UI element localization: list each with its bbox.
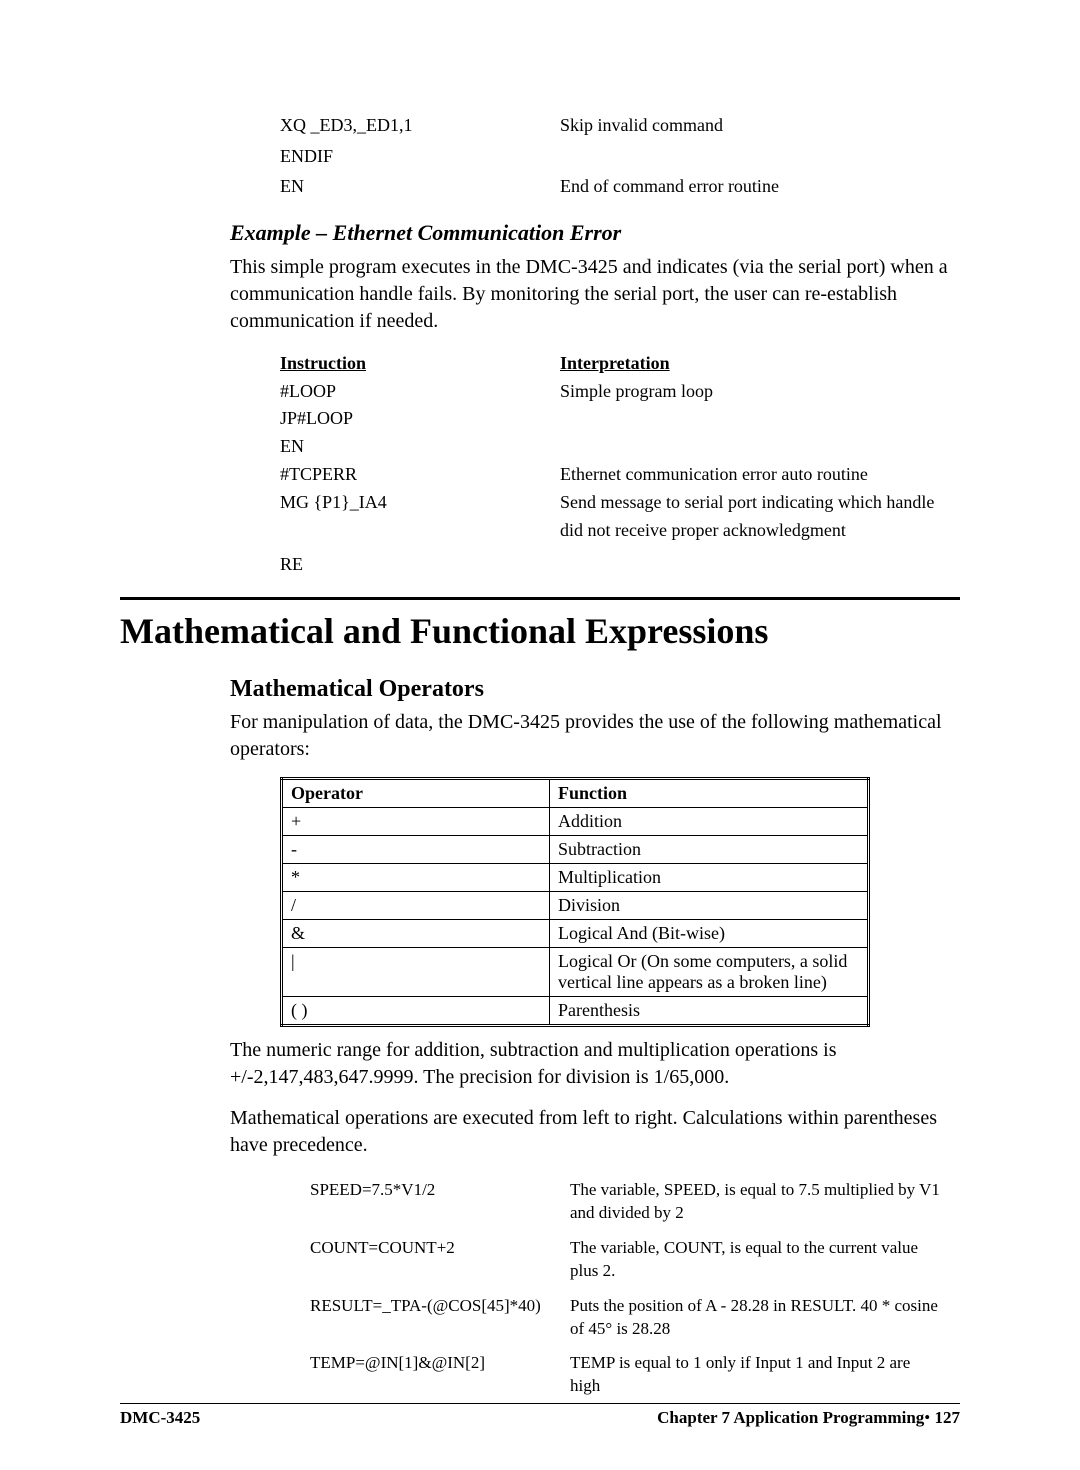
subsection-intro: For manipulation of data, the DMC-3425 p… — [230, 709, 960, 763]
code-instruction: XQ _ED3,_ED1,1 — [280, 110, 560, 141]
operator-cell: ( ) — [282, 996, 550, 1025]
post-table-paragraph-1: The numeric range for addition, subtract… — [230, 1037, 960, 1091]
table-header-operator: Operator — [282, 778, 550, 807]
math-examples-block: SPEED=7.5*V1/2 The variable, SPEED, is e… — [310, 1179, 960, 1399]
instruction-row: MG {P1}_IA4 Send message to serial port … — [280, 489, 960, 545]
example-row: RESULT=_TPA-(@COS[45]*40) Puts the posit… — [310, 1295, 960, 1341]
section-title: Mathematical and Functional Expressions — [120, 610, 960, 652]
code-instruction: ENDIF — [280, 141, 560, 172]
function-cell: Multiplication — [550, 863, 869, 891]
example-description: Puts the position of A - 28.28 in RESULT… — [570, 1295, 960, 1341]
code-comment — [560, 141, 960, 172]
code-instruction: EN — [280, 171, 560, 202]
example-code: TEMP=@IN[1]&@IN[2] — [310, 1352, 570, 1398]
interpretation-text: Ethernet communication error auto routin… — [560, 461, 960, 489]
instruction-row: RE — [280, 551, 960, 579]
top-code-block: XQ _ED3,_ED1,1 Skip invalid command ENDI… — [280, 110, 960, 202]
instruction-text: EN — [280, 433, 560, 461]
instruction-row: JP#LOOP — [280, 405, 960, 433]
example-code: RESULT=_TPA-(@COS[45]*40) — [310, 1295, 570, 1341]
footer-chapter-text: Chapter 7 Application Programming — [657, 1408, 924, 1427]
operator-cell: & — [282, 919, 550, 947]
table-header-row: Operator Function — [282, 778, 869, 807]
table-row: | Logical Or (On some computers, a solid… — [282, 947, 869, 996]
example-description: The variable, COUNT, is equal to the cur… — [570, 1237, 960, 1283]
table-row: / Division — [282, 891, 869, 919]
page-footer: DMC-3425 Chapter 7 Application Programmi… — [120, 1403, 960, 1428]
code-row: ENDIF — [280, 141, 960, 172]
bullet-icon: • — [924, 1408, 930, 1427]
function-cell: Parenthesis — [550, 996, 869, 1025]
interpretation-text: Simple program loop — [560, 378, 960, 406]
post-table-paragraph-2: Mathematical operations are executed fro… — [230, 1105, 960, 1159]
table-row: & Logical And (Bit-wise) — [282, 919, 869, 947]
operator-cell: / — [282, 891, 550, 919]
example-heading: Example – Ethernet Communication Error — [230, 220, 960, 246]
table-row: - Subtraction — [282, 835, 869, 863]
example-description: The variable, SPEED, is equal to 7.5 mul… — [570, 1179, 960, 1225]
instruction-text: MG {P1}_IA4 — [280, 489, 560, 517]
example-code: SPEED=7.5*V1/2 — [310, 1179, 570, 1225]
example-row: COUNT=COUNT+2 The variable, COUNT, is eq… — [310, 1237, 960, 1283]
operator-cell: * — [282, 863, 550, 891]
operator-cell: + — [282, 807, 550, 835]
operator-cell: | — [282, 947, 550, 996]
example-description: TEMP is equal to 1 only if Input 1 and I… — [570, 1352, 960, 1398]
function-cell: Logical And (Bit-wise) — [550, 919, 869, 947]
function-cell: Addition — [550, 807, 869, 835]
instruction-row: #LOOP Simple program loop — [280, 378, 960, 406]
operators-table: Operator Function + Addition - Subtracti… — [280, 777, 870, 1027]
page: XQ _ED3,_ED1,1 Skip invalid command ENDI… — [0, 0, 1080, 1470]
table-row: ( ) Parenthesis — [282, 996, 869, 1025]
footer-model: DMC-3425 — [120, 1408, 200, 1428]
footer-page-number: 127 — [935, 1408, 961, 1427]
table-header-function: Function — [550, 778, 869, 807]
instruction-header: Instruction Interpretation — [280, 349, 960, 378]
example-row: TEMP=@IN[1]&@IN[2] TEMP is equal to 1 on… — [310, 1352, 960, 1398]
function-cell: Subtraction — [550, 835, 869, 863]
section-divider — [120, 597, 960, 600]
footer-chapter: Chapter 7 Application Programming• 127 — [657, 1408, 960, 1428]
instruction-header-right: Interpretation — [560, 349, 960, 378]
function-cell: Division — [550, 891, 869, 919]
function-cell: Logical Or (On some computers, a solid v… — [550, 947, 869, 996]
code-comment: End of command error routine — [560, 171, 960, 202]
code-row: XQ _ED3,_ED1,1 Skip invalid command — [280, 110, 960, 141]
table-row: * Multiplication — [282, 863, 869, 891]
instruction-row: #TCPERR Ethernet communication error aut… — [280, 461, 960, 489]
instruction-text: JP#LOOP — [280, 405, 560, 433]
subsection-title: Mathematical Operators — [230, 676, 960, 703]
instruction-text: #LOOP — [280, 378, 560, 406]
code-row: EN End of command error routine — [280, 171, 960, 202]
example-code: COUNT=COUNT+2 — [310, 1237, 570, 1283]
example-row: SPEED=7.5*V1/2 The variable, SPEED, is e… — [310, 1179, 960, 1225]
example-paragraph: This simple program executes in the DMC-… — [230, 254, 960, 335]
instruction-header-left: Instruction — [280, 349, 560, 378]
instruction-text: RE — [280, 551, 560, 579]
interpretation-text: Send message to serial port indicating w… — [560, 489, 960, 545]
code-comment: Skip invalid command — [560, 110, 960, 141]
table-row: + Addition — [282, 807, 869, 835]
instruction-row: EN — [280, 433, 960, 461]
operator-cell: - — [282, 835, 550, 863]
example-instruction-block: Instruction Interpretation #LOOP Simple … — [280, 349, 960, 579]
instruction-text: #TCPERR — [280, 461, 560, 489]
